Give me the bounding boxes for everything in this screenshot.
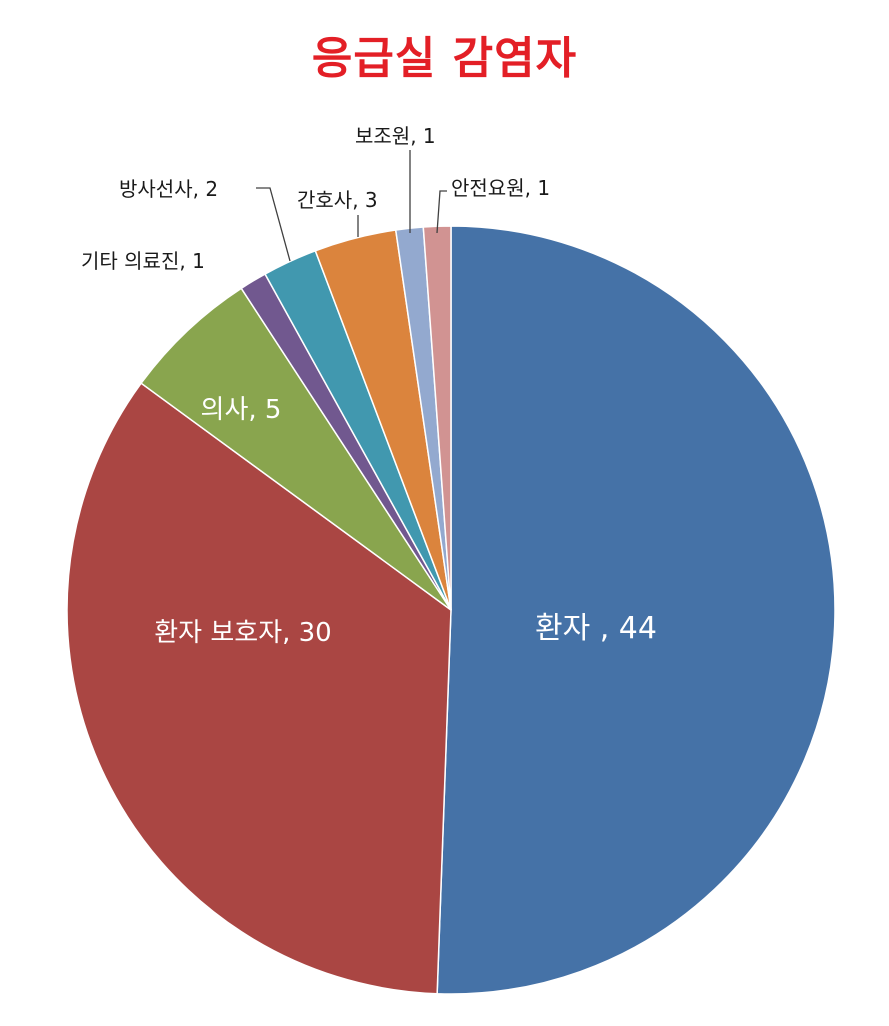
data-label-3: 의사, 5 [201,395,282,425]
pie-slice-1 [436,225,836,995]
leader-line-5 [256,187,291,262]
pie-slice-3 [140,287,452,611]
data-label-7: 보조원, 1 [355,124,436,148]
data-labels: 환자 , 44 환자 보호자, 30 의사, 5 기타 의료진, 1 방사선사, 2 간호… [81,124,657,648]
data-label-8: 안전요원, 1 [451,176,550,200]
pie-slice-2 [66,382,452,995]
chart-title: 응급실 감염자 [311,33,578,84]
data-label-6: 간호사, 3 [297,188,378,212]
pie-slices [66,225,836,995]
data-label-5: 방사선사, 2 [119,177,218,201]
data-label-2: 환자 보호자, 30 [154,618,331,648]
leader-line-8 [436,190,447,234]
data-label-4: 기타 의료진, 1 [81,249,205,273]
data-label-1: 환자 , 44 [535,611,657,646]
leader-lines [256,150,447,262]
